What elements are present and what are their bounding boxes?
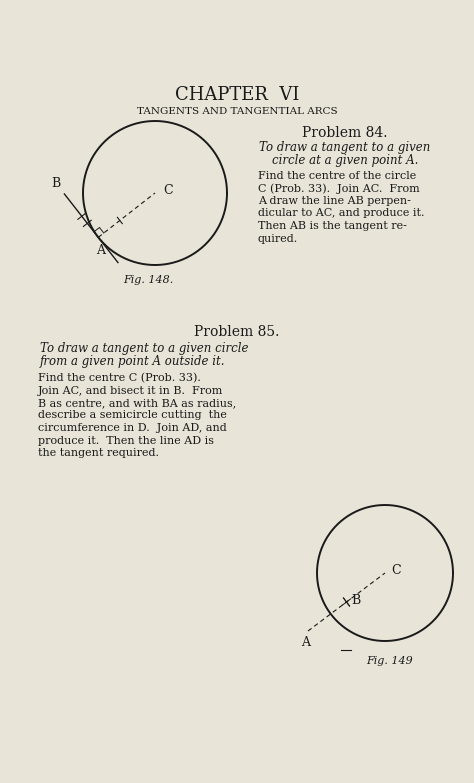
Text: from a given point A outside it.: from a given point A outside it.	[40, 355, 226, 368]
Text: B as centre, and with BA as radius,: B as centre, and with BA as radius,	[38, 398, 236, 408]
Text: the tangent required.: the tangent required.	[38, 448, 159, 458]
Text: C: C	[163, 183, 173, 197]
Text: describe a semicircle cutting  the: describe a semicircle cutting the	[38, 410, 227, 420]
Text: produce it.  Then the line AD is: produce it. Then the line AD is	[38, 435, 214, 446]
Text: Join AC, and bisect it in B.  From: Join AC, and bisect it in B. From	[38, 385, 223, 395]
Text: Problem 84.: Problem 84.	[302, 126, 388, 140]
Text: Problem 85.: Problem 85.	[194, 325, 280, 339]
Text: quired.: quired.	[258, 233, 298, 244]
Text: Fig. 149: Fig. 149	[366, 656, 413, 666]
Text: C: C	[391, 564, 401, 576]
Text: circumference in D.  Join AD, and: circumference in D. Join AD, and	[38, 423, 227, 433]
Text: circle at a given point A.: circle at a given point A.	[272, 154, 418, 167]
Text: B: B	[352, 594, 361, 607]
Text: CHAPTER  VI: CHAPTER VI	[175, 86, 299, 104]
Text: Find the centre C (Prob. 33).: Find the centre C (Prob. 33).	[38, 373, 201, 384]
Text: To draw a tangent to a given: To draw a tangent to a given	[259, 141, 431, 154]
Text: Fig. 148.: Fig. 148.	[123, 275, 173, 285]
Text: A: A	[301, 636, 310, 649]
Text: To draw a tangent to a given circle: To draw a tangent to a given circle	[40, 342, 248, 355]
Text: Find the centre of the circle: Find the centre of the circle	[258, 171, 416, 181]
Text: TANGENTS AND TANGENTIAL ARCS: TANGENTS AND TANGENTIAL ARCS	[137, 106, 337, 116]
Text: C (Prob. 33).  Join AC.  From: C (Prob. 33). Join AC. From	[258, 183, 420, 194]
Text: A: A	[96, 244, 105, 258]
Text: Then AB is the tangent re-: Then AB is the tangent re-	[258, 221, 407, 231]
Text: A draw the line AB perpen-: A draw the line AB perpen-	[258, 196, 411, 206]
Text: dicular to AC, and produce it.: dicular to AC, and produce it.	[258, 208, 425, 218]
Text: B: B	[51, 177, 60, 190]
